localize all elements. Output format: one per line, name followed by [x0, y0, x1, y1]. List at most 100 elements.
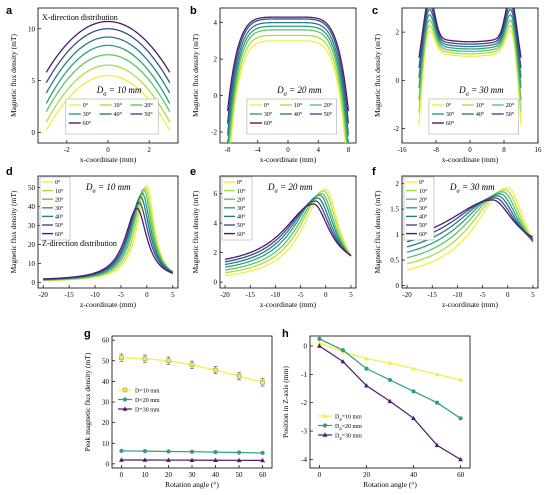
y-tick-label: 60	[102, 337, 110, 345]
y-tick-label: -1	[301, 371, 307, 379]
x-tick-label: 30	[189, 471, 197, 479]
y-tick-label: 2	[396, 29, 400, 37]
legend-label: 0°	[264, 102, 270, 109]
series-line-50°	[226, 18, 350, 124]
legend-label: 20°	[324, 102, 333, 109]
y-tick-label: 0	[32, 279, 36, 287]
panel-label: h	[282, 328, 289, 340]
legend-label: 30°	[419, 205, 428, 212]
marker-triangle	[166, 457, 171, 462]
marker-triangle	[317, 340, 322, 345]
x-tick-label: 0	[106, 146, 110, 154]
y-tick-label: 0	[396, 77, 400, 85]
panel-label: c	[372, 5, 378, 17]
panel-e: -20 -15 -10 -5 0 5 0 2 4 6 z-coordinate (mm) Magnet…	[190, 166, 357, 309]
x-tick-label: 0	[468, 146, 472, 154]
marker-triangle	[236, 457, 242, 463]
marker-square	[119, 355, 124, 360]
y-tick-label: 40	[28, 203, 36, 211]
x-axis-label: x-coordinate (mm)	[80, 155, 137, 164]
x-tick-label: 40	[212, 471, 220, 479]
marker-triangle	[458, 456, 463, 462]
legend-label: 0°	[419, 179, 425, 186]
marker-triangle	[434, 442, 440, 448]
legend-label: D=10 mm	[135, 389, 160, 395]
x-tick-label: 0	[318, 471, 322, 479]
panel-label: g	[84, 328, 91, 340]
legend-label: 50°	[237, 222, 246, 229]
plot-area	[45, 20, 171, 131]
marker-triangle	[122, 406, 128, 411]
x-tick-label: 8	[502, 146, 506, 154]
y-tick-label: 10	[28, 25, 36, 33]
x-tick-label: 0	[145, 291, 149, 299]
legend-label: 60°	[55, 231, 64, 238]
legend-label: 10°	[419, 188, 428, 195]
panel-label: e	[190, 166, 196, 178]
y-tick-label: 2	[214, 56, 218, 64]
y-tick-label: -4	[301, 456, 307, 464]
x-tick-label: 5	[349, 291, 353, 299]
marker-circle	[189, 449, 195, 454]
x-tick-label: 40	[410, 471, 418, 479]
legend-label: 50°	[144, 111, 153, 118]
legend-label: 20°	[237, 196, 246, 203]
plot-area	[317, 336, 463, 462]
series-line-40°	[418, 8, 522, 78]
marker-triangle	[387, 398, 393, 404]
legend: 0°10°20°30°40°50°60°	[428, 98, 519, 135]
marker-square	[166, 358, 171, 363]
legend-label: D=20 mm	[135, 398, 160, 404]
y-tick-label: 0	[304, 342, 308, 350]
marker-circle	[340, 348, 346, 353]
y-axis-label: Peak magnetic flux density (mT)	[83, 352, 92, 451]
diameter-label: Da = 10 mm	[85, 182, 131, 195]
y-tick-label: 20	[28, 241, 36, 249]
y-tick-label: 1	[396, 231, 400, 239]
marker-circle	[142, 448, 148, 454]
panel-f: -20 -15 -10 -5 0 5 0 0.5 1 1.5 2 z-coordinate (mm) M…	[372, 166, 539, 309]
legend-label: 60°	[237, 231, 246, 238]
legend: 0°10°20°30°40°50°60°	[221, 176, 253, 241]
series-line-10°	[418, 24, 522, 113]
marker-square	[142, 356, 148, 361]
panel-a: -2 0 2 0 5 10 x-coordinate (mm) Magnetic flux d…	[6, 5, 179, 164]
x-tick-label: 5	[531, 291, 535, 299]
plot-frame	[37, 175, 179, 289]
plot-frame	[401, 175, 539, 289]
x-axis-label: x-coordinate (mm)	[260, 155, 317, 164]
legend-label: 10°	[476, 102, 485, 109]
x-tick-label: -8	[433, 146, 439, 154]
y-tick-label: 10	[28, 260, 36, 268]
y-tick-label: 30	[102, 399, 110, 407]
marker-triangle	[322, 432, 328, 437]
series-line-20°	[224, 193, 352, 271]
series-line-0°	[418, 30, 522, 126]
y-tick-label: 40	[102, 378, 110, 386]
legend-label: 20°	[506, 102, 515, 109]
y-tick-label: 50	[102, 357, 110, 365]
x-tick-label: -15	[428, 291, 438, 299]
y-tick-label: 2	[214, 249, 218, 257]
marker-circle	[317, 336, 322, 341]
marker-triangle	[364, 356, 369, 361]
marker-triangle	[213, 457, 218, 463]
legend-label: 40°	[114, 111, 123, 118]
y-tick-label: -2	[211, 129, 217, 137]
legend-label: 10°	[55, 188, 64, 195]
legend-label: 0°	[446, 102, 452, 109]
x-tick-label: -20	[220, 291, 230, 299]
y-axis-label: Magnetic flux density (mT)	[9, 33, 18, 117]
legend: 0°10°20°30°40°50°60°	[65, 98, 159, 135]
legend: D=10 mm D=20 mm D=30 mm	[118, 387, 160, 414]
legend-label: 0°	[83, 102, 89, 109]
panel-label: d	[6, 166, 13, 178]
series-line-60°	[418, 8, 522, 58]
marker-circle	[166, 449, 171, 454]
plot-frame	[219, 175, 357, 289]
series-line-40°	[45, 36, 171, 94]
x-axis-label: x-coordinate (mm)	[442, 155, 499, 164]
y-axis-label: Magnetic flux density (mT)	[191, 33, 200, 117]
